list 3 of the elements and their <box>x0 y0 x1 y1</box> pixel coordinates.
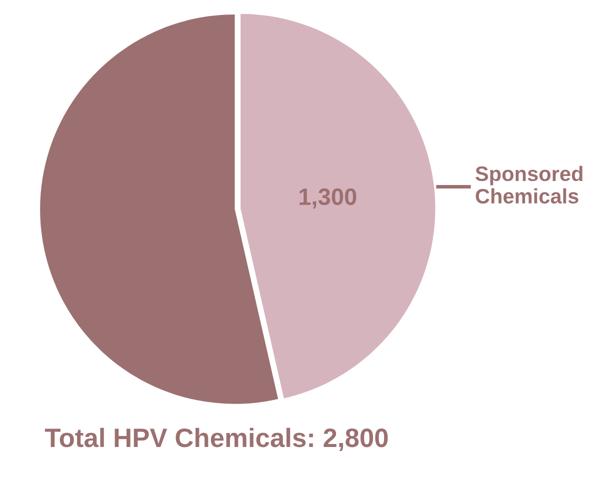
slice-label: Sponsored Chemicals <box>476 166 582 204</box>
text: Total HPV Chemicals: 2,800 <box>44 428 388 452</box>
data-label: 1,300 <box>300 188 356 209</box>
